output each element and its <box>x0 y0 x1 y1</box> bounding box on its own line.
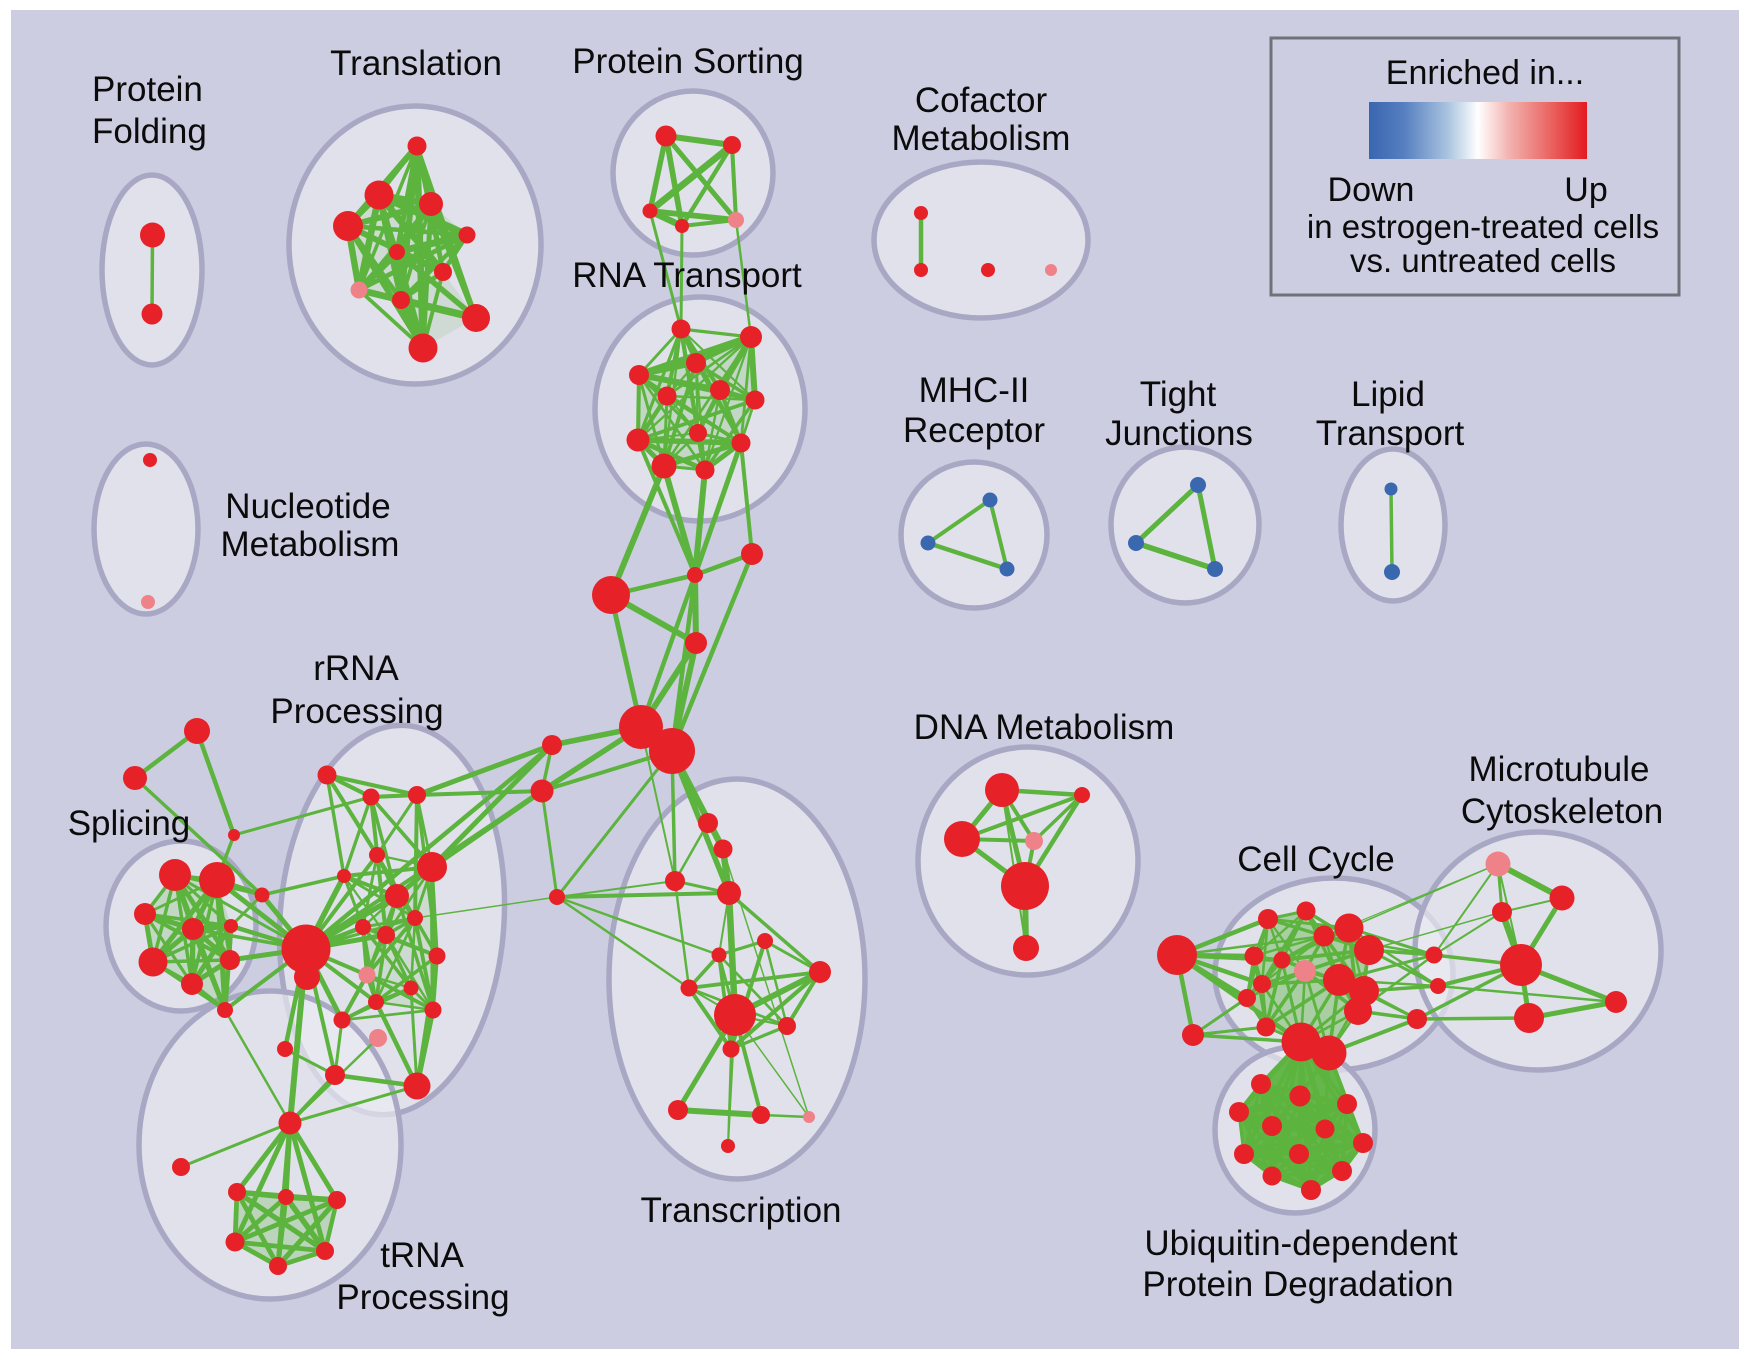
svg-text:Splicing: Splicing <box>68 804 191 843</box>
svg-text:Receptor: Receptor <box>903 411 1045 450</box>
svg-text:rRNA: rRNA <box>313 649 399 688</box>
svg-text:RNA Transport: RNA Transport <box>572 256 802 295</box>
svg-text:Up: Up <box>1564 171 1607 209</box>
svg-text:Microtubule: Microtubule <box>1469 750 1650 789</box>
svg-text:Protein Degradation: Protein Degradation <box>1142 1265 1453 1304</box>
svg-text:Transcription: Transcription <box>641 1191 842 1230</box>
svg-text:Processing: Processing <box>270 692 443 731</box>
svg-text:Metabolism: Metabolism <box>221 525 400 564</box>
svg-text:Processing: Processing <box>336 1278 509 1317</box>
svg-text:Tight: Tight <box>1140 375 1217 414</box>
svg-text:Cofactor: Cofactor <box>915 81 1048 120</box>
svg-text:Translation: Translation <box>330 44 502 83</box>
svg-text:Enriched in...: Enriched in... <box>1386 54 1584 92</box>
svg-text:vs. untreated cells: vs. untreated cells <box>1350 242 1616 279</box>
svg-text:DNA Metabolism: DNA Metabolism <box>914 708 1175 747</box>
svg-text:Nucleotide: Nucleotide <box>225 487 390 526</box>
svg-text:Down: Down <box>1328 171 1415 209</box>
svg-text:Folding: Folding <box>92 112 207 151</box>
svg-text:Cytoskeleton: Cytoskeleton <box>1461 792 1663 831</box>
svg-text:Metabolism: Metabolism <box>892 119 1071 158</box>
svg-text:Junctions: Junctions <box>1105 414 1253 453</box>
svg-text:Lipid: Lipid <box>1351 375 1425 414</box>
svg-text:MHC-II: MHC-II <box>919 371 1030 410</box>
svg-text:tRNA: tRNA <box>380 1236 464 1275</box>
svg-text:Protein Sorting: Protein Sorting <box>572 42 804 81</box>
svg-text:in estrogen-treated cells: in estrogen-treated cells <box>1307 208 1659 245</box>
svg-text:Transport: Transport <box>1316 414 1465 453</box>
svg-text:Protein: Protein <box>92 70 203 109</box>
svg-text:Ubiquitin-dependent: Ubiquitin-dependent <box>1144 1224 1458 1263</box>
svg-text:Cell Cycle: Cell Cycle <box>1237 840 1395 879</box>
